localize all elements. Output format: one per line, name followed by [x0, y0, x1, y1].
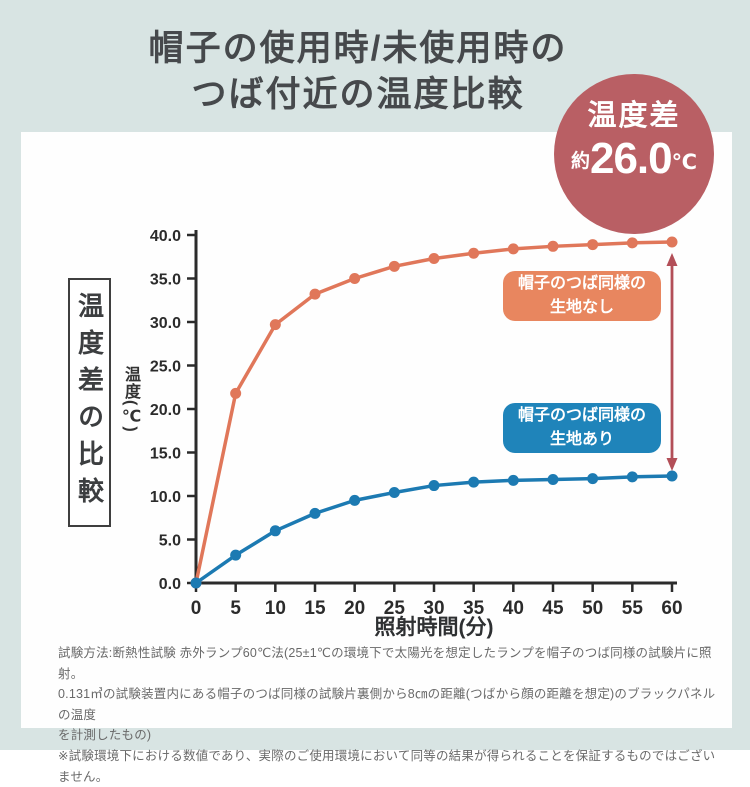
- difference-arrow-head-top: [666, 252, 678, 266]
- side-caption-box: 温度差の比較: [68, 278, 111, 527]
- series-point-0: [666, 236, 678, 248]
- series-label-with-fabric: 帽子のつば同様の 生地あり: [503, 403, 661, 453]
- difference-arrow-head-bottom: [666, 457, 678, 471]
- x-axis-label: 照射時間(分): [374, 616, 494, 639]
- series-point-1: [269, 525, 281, 537]
- y-tick-label: 0.0: [159, 576, 181, 593]
- y-tick-label: 20.0: [150, 402, 181, 419]
- temperature-difference-badge: 温度差 約26.0℃: [554, 74, 714, 234]
- series-point-0: [507, 243, 519, 255]
- page-title-line1: 帽子の使用時/未使用時の: [148, 29, 568, 68]
- series-point-1: [666, 470, 678, 482]
- series-point-1: [230, 549, 242, 561]
- y-axis-label: 温度(℃): [122, 366, 139, 433]
- series-point-0: [349, 273, 361, 284]
- series-point-0: [388, 260, 400, 272]
- series-point-1: [388, 487, 400, 499]
- series-point-1: [547, 473, 559, 485]
- series-point-0: [269, 319, 281, 331]
- footnote-line: 0.131㎥の試験装置内にある帽子のつば同様の試験片裏側から8㎝の距離(つばから…: [58, 687, 716, 722]
- badge-value-line: 約26.0℃: [554, 136, 714, 192]
- badge-approx: 約: [570, 151, 590, 172]
- badge-label: 温度差: [587, 100, 681, 132]
- x-tick-label: 10: [265, 598, 286, 619]
- series-point-1: [190, 577, 202, 589]
- series-point-1: [626, 471, 638, 483]
- y-tick-label: 25.0: [150, 359, 181, 376]
- footnote-line: ※試験環境下における数値であり、実際のご使用環境において同等の結果が得られること…: [58, 748, 716, 784]
- series-label-with-fabric-line1: 帽子のつば同様の: [517, 407, 646, 424]
- y-tick-label: 15.0: [150, 446, 181, 463]
- x-tick-label: 15: [304, 598, 326, 619]
- x-tick-label: 55: [622, 598, 644, 619]
- series-point-1: [468, 476, 480, 488]
- series-point-1: [309, 507, 321, 519]
- y-tick-label: 10.0: [150, 489, 181, 506]
- series-point-1: [349, 494, 361, 506]
- x-tick-label: 60: [661, 598, 682, 619]
- page-title: 帽子の使用時/未使用時の つば付近の温度比較: [0, 26, 716, 118]
- y-tick-label: 30.0: [150, 315, 181, 332]
- y-tick-label: 40.0: [150, 228, 181, 245]
- series-point-1: [507, 474, 519, 486]
- footnote-line: を計測したもの): [58, 728, 152, 743]
- page-title-line2: つば付近の温度比較: [191, 75, 525, 114]
- series-point-1: [428, 480, 440, 492]
- series-label-no-fabric: 帽子のつば同様の 生地なし: [503, 271, 661, 321]
- side-caption-label: 温度差の比較: [74, 291, 105, 514]
- y-tick-label: 35.0: [150, 272, 181, 289]
- series-label-no-fabric-line1: 帽子のつば同様の: [517, 275, 646, 292]
- x-tick-label: 30: [423, 598, 444, 619]
- x-tick-label: 40: [503, 598, 524, 619]
- y-tick-label: 5.0: [159, 533, 181, 550]
- series-point-0: [428, 252, 440, 264]
- badge-unit: ℃: [671, 151, 698, 174]
- x-tick-label: 25: [384, 598, 406, 619]
- series-point-1: [587, 473, 599, 485]
- x-tick-label: 35: [463, 598, 485, 619]
- series-point-0: [547, 240, 559, 252]
- series-label-with-fabric-line2: 生地あり: [549, 431, 614, 448]
- series-point-0: [626, 237, 638, 249]
- series-line-1: [194, 474, 673, 585]
- x-tick-label: 20: [344, 598, 365, 619]
- series-label-no-fabric-line2: 生地なし: [549, 299, 614, 316]
- x-tick-label: 50: [582, 598, 603, 619]
- badge-value: 26.0: [589, 134, 673, 183]
- series-point-0: [230, 387, 242, 399]
- series-point-0: [587, 239, 599, 251]
- series-point-0: [468, 247, 480, 259]
- series-point-0: [309, 288, 321, 300]
- x-tick-label: 5: [230, 598, 241, 619]
- footnote-line: 試験方法:断熱性試験 赤外ランプ60℃法(25±1℃の環境下で太陽光を想定したラ…: [58, 646, 712, 681]
- x-tick-label: 45: [542, 598, 564, 619]
- x-tick-label: 0: [191, 598, 202, 619]
- temperature-line-chart: 0.0 5.0 10.0 15.0 20.0 25.0 30.0 35.0 40.0 0 5 10 15…: [150, 228, 683, 619]
